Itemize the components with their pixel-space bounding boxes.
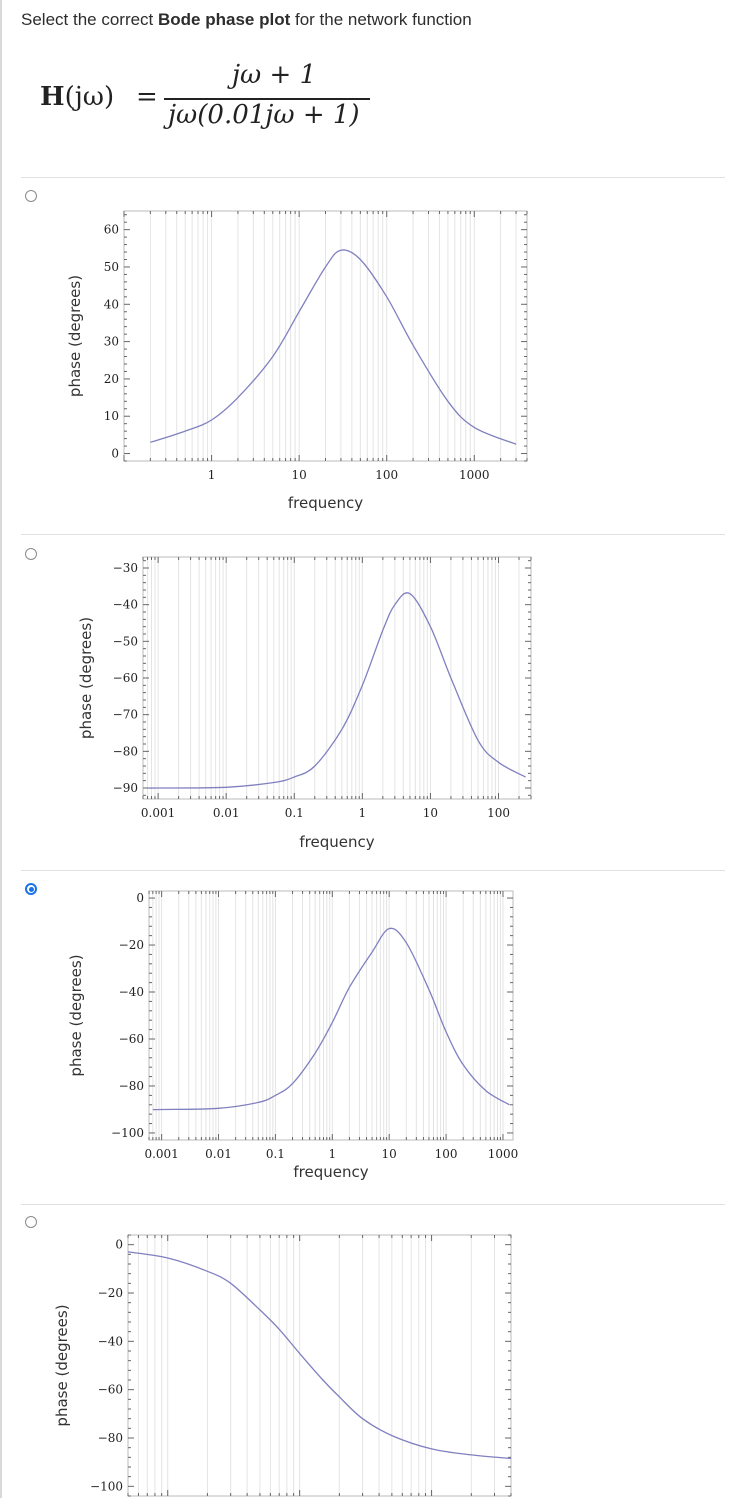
- divider: [21, 177, 725, 178]
- y-tick-label: 10: [104, 409, 119, 423]
- x-tick-label: 1000: [459, 468, 490, 482]
- x-tick-label: 1000: [488, 1147, 519, 1161]
- equation-equals: =: [136, 82, 158, 112]
- y-tick-label: 50: [104, 260, 119, 274]
- grid-lines: [148, 891, 504, 1140]
- equation-numerator: jω + 1: [232, 60, 317, 90]
- left-border: [0, 0, 2, 1498]
- x-tick-label: 1: [208, 468, 216, 482]
- y-tick-label: −60: [113, 671, 138, 685]
- plot-frame: [142, 556, 532, 800]
- option-2-chart: −90 −80 −70 −60 −50 −40 −30 0.001 0.01 0.1 1 10 100 p…: [77, 556, 532, 851]
- y-tick-label: −80: [113, 744, 138, 758]
- divider: [21, 870, 725, 871]
- x-tick-label: 100: [375, 468, 398, 482]
- x-tick-label: 0.1: [266, 1147, 285, 1161]
- question-text: Select the correct Bode phase plot for t…: [21, 10, 472, 30]
- grid-lines: [142, 557, 532, 799]
- option-1-radio[interactable]: [25, 190, 37, 202]
- y-tick-label: −40: [98, 1334, 123, 1348]
- option-4-radio[interactable]: [25, 1216, 37, 1228]
- y-tick-label: −20: [119, 938, 144, 952]
- x-tick-label: 0.01: [205, 1147, 232, 1161]
- y-axis-title: phase (degrees): [53, 1304, 71, 1426]
- y-tick-label: −80: [119, 1079, 144, 1093]
- fraction-bar: [164, 98, 370, 100]
- x-tick-label: 1: [328, 1147, 336, 1161]
- x-tick-label: 100: [487, 806, 510, 820]
- y-tick-label: −20: [98, 1286, 123, 1300]
- x-tick-label: 0.1: [285, 806, 304, 820]
- y-tick-label: −90: [113, 781, 138, 795]
- y-tick-label: 20: [104, 372, 119, 386]
- question-suffix: for the network function: [290, 10, 472, 29]
- y-tick-label: 60: [104, 223, 119, 237]
- x-tick-label: 0.001: [144, 1147, 178, 1161]
- option-1-chart: 0 10 20 30 40 50 60 1 10 100 1000 phase (degrees) fr…: [66, 210, 528, 512]
- x-tick-label: 1: [359, 806, 367, 820]
- y-tick-label: −30: [113, 561, 138, 575]
- x-axis-title: frequency: [288, 494, 363, 512]
- y-tick-label: −100: [111, 1126, 144, 1140]
- y-tick-label: −60: [119, 1032, 144, 1046]
- y-tick-label: 0: [115, 1238, 123, 1252]
- phase-curve: [152, 927, 510, 1111]
- x-tick-label: 10: [382, 1147, 397, 1161]
- option-2-radio[interactable]: [25, 548, 37, 560]
- equation-lhs-h: H: [40, 82, 65, 112]
- plot-frame: [148, 890, 514, 1141]
- y-tick-label: −60: [98, 1383, 123, 1397]
- plot-frame: [127, 1234, 512, 1497]
- divider: [21, 534, 725, 535]
- y-tick-label: −40: [113, 598, 138, 612]
- y-tick-label: −50: [113, 634, 138, 648]
- x-tick-label: 100: [435, 1147, 458, 1161]
- equation-lhs: H(jω): [40, 82, 114, 112]
- grid-lines: [123, 211, 528, 461]
- option-3-chart: −100 −80 −60 −40 −20 0 0.001 0.01 0.1 1 10 100 1000 p…: [67, 890, 519, 1181]
- y-tick-label: 40: [104, 297, 119, 311]
- phase-curve: [127, 1251, 512, 1460]
- x-tick-label: 0.01: [213, 806, 240, 820]
- y-tick-label: −100: [90, 1479, 123, 1493]
- option-4-chart: −100−80−60−40−200101001000phase (degrees…: [53, 1234, 512, 1497]
- y-tick-label: −70: [113, 708, 138, 722]
- question-bold: Bode phase plot: [158, 10, 291, 29]
- y-axis-title: phase (degrees): [77, 617, 95, 739]
- x-axis-title: frequency: [299, 833, 374, 851]
- x-tick-label: 10: [291, 468, 306, 482]
- x-tick-label: 10: [423, 806, 438, 820]
- network-function-equation: H(jω) = jω + 1 jω(0.01jω + 1): [40, 60, 380, 140]
- option-3-radio[interactable]: [25, 883, 37, 895]
- phase-curve: [147, 592, 526, 789]
- y-axis-title: phase (degrees): [66, 275, 84, 397]
- divider: [21, 1204, 725, 1205]
- equation-denominator: jω(0.01jω + 1): [168, 100, 360, 130]
- y-axis-title: phase (degrees): [67, 954, 85, 1076]
- equation-lhs-arg: (jω): [64, 82, 115, 112]
- y-tick-label: −80: [98, 1431, 123, 1445]
- x-axis-title: frequency: [293, 1163, 368, 1181]
- phase-curve: [150, 249, 517, 445]
- y-tick-label: 0: [136, 891, 144, 905]
- y-tick-label: 30: [104, 335, 119, 349]
- y-tick-label: 0: [111, 447, 119, 461]
- grid-lines: [127, 1235, 512, 1496]
- question-prefix: Select the correct: [21, 10, 159, 29]
- x-tick-label: 0.001: [141, 806, 175, 820]
- y-tick-label: −40: [119, 985, 144, 999]
